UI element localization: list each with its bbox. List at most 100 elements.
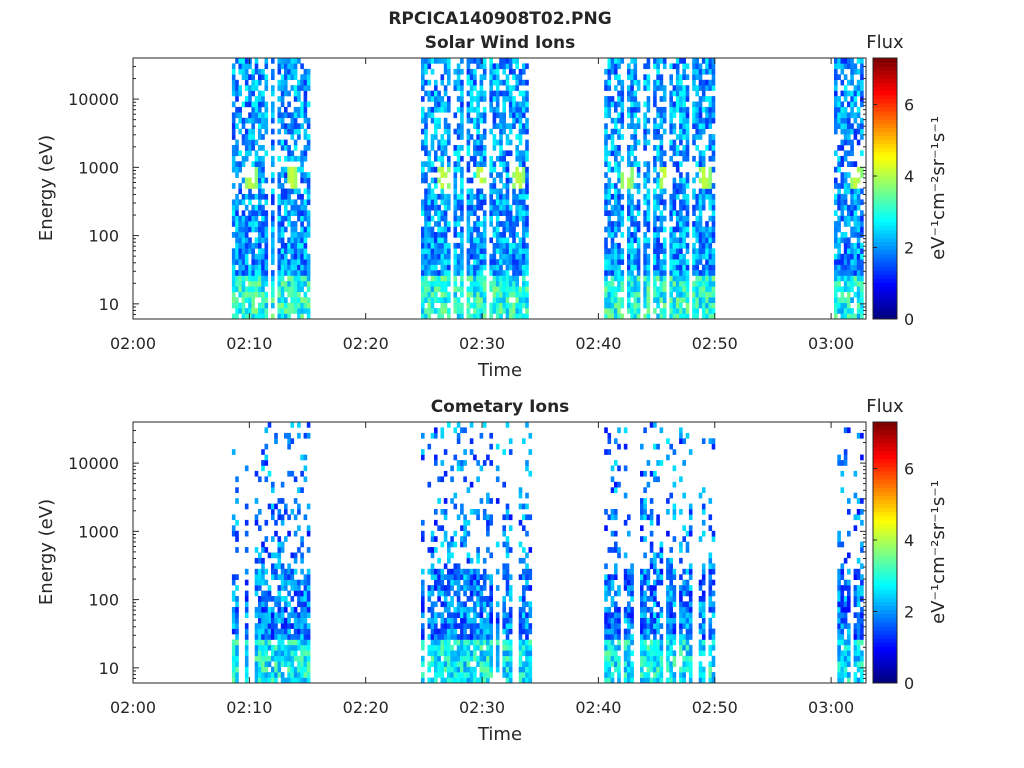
spectrogram-cell <box>466 644 471 651</box>
spectrogram-cell <box>231 525 236 531</box>
spectrogram-cell <box>287 443 291 450</box>
spectrogram-cell <box>261 286 265 293</box>
spectrogram-cell <box>518 639 523 646</box>
spectrogram-cell <box>440 270 445 276</box>
spectrogram-cell <box>669 677 673 684</box>
spectrogram-cell <box>837 270 841 276</box>
spectrogram-cell <box>447 96 451 102</box>
spectrogram-cell <box>440 264 445 271</box>
spectrogram-cell <box>515 134 519 140</box>
spectrogram-cell <box>437 568 441 575</box>
spectrogram-cell <box>241 226 246 233</box>
spectrogram-cell <box>280 568 285 575</box>
spectrogram-cell <box>850 96 854 102</box>
spectrogram-cell <box>617 248 621 254</box>
spectrogram-cell <box>306 547 311 553</box>
spectrogram-cell <box>447 634 451 640</box>
spectrogram-cell <box>427 606 432 613</box>
spectrogram-cell <box>460 106 464 113</box>
spectrogram-cell <box>460 639 464 646</box>
spectrogram-cell <box>675 106 680 113</box>
spectrogram-cell <box>437 308 441 314</box>
spectrogram-cell <box>489 237 493 244</box>
spectrogram-cell <box>685 232 690 238</box>
spectrogram-cell <box>505 79 510 86</box>
spectrogram-cell <box>267 661 272 667</box>
spectrogram-cell <box>261 123 265 129</box>
spectrogram-cell <box>258 248 262 254</box>
spectrogram-cell <box>261 672 265 678</box>
spectrogram-cell <box>627 199 631 206</box>
spectrogram-cell <box>430 530 435 537</box>
spectrogram-cell <box>434 221 438 227</box>
spectrogram-cell <box>682 128 686 135</box>
spectrogram-cell <box>479 672 484 678</box>
spectrogram-cell <box>508 63 513 70</box>
spectrogram-cell <box>701 166 706 173</box>
spectrogram-cell <box>235 106 239 113</box>
spectrogram-cell <box>505 644 510 651</box>
spectrogram-cell <box>646 617 651 624</box>
spectrogram-cell <box>280 280 285 287</box>
spectrogram-cell <box>502 259 506 265</box>
spectrogram-cell <box>486 655 490 662</box>
spectrogram-cell <box>293 237 298 244</box>
spectrogram-cell <box>627 215 631 222</box>
spectrogram-cell <box>427 264 432 271</box>
spectrogram-cell <box>643 291 647 298</box>
spectrogram-cell <box>850 270 854 276</box>
spectrogram-cell <box>669 253 673 260</box>
spectrogram-cell <box>489 172 493 178</box>
spectrogram-cell <box>512 308 516 314</box>
spectrogram-cell <box>495 139 500 146</box>
spectrogram-cell <box>495 210 500 216</box>
spectrogram-cell <box>508 226 513 233</box>
spectrogram-cell <box>633 302 638 309</box>
spectrogram-cell <box>231 666 236 673</box>
spectrogram-cell <box>453 264 458 271</box>
spectrogram-cell <box>238 286 242 293</box>
spectrogram-cell <box>636 166 641 173</box>
spectrogram-cell <box>853 259 858 265</box>
spectrogram-cell <box>258 183 262 189</box>
spectrogram-cell <box>482 242 487 249</box>
spectrogram-cell <box>705 248 709 254</box>
spectrogram-cell <box>701 253 706 260</box>
spectrogram-cell <box>421 596 425 602</box>
spectrogram-cell <box>659 183 664 189</box>
spectrogram-cell <box>502 96 506 102</box>
spectrogram-cell <box>274 432 278 439</box>
spectrogram-cell <box>280 270 285 276</box>
spectrogram-cell <box>254 590 259 597</box>
spectrogram-cell <box>614 590 618 597</box>
spectrogram-cell <box>525 601 529 608</box>
spectrogram-cell <box>241 308 246 314</box>
spectrogram-cell <box>662 128 667 135</box>
spectrogram-cell <box>837 101 841 108</box>
spectrogram-cell <box>692 264 696 271</box>
spectrogram-solar-wind <box>231 58 864 320</box>
spectrogram-cell <box>659 672 664 678</box>
spectrogram-cell <box>235 123 239 129</box>
spectrogram-cell <box>231 74 236 80</box>
spectrogram-cell <box>698 155 703 162</box>
spectrogram-cell <box>856 90 861 97</box>
spectrogram-cell <box>297 644 301 651</box>
spectrogram-cell <box>476 259 480 265</box>
spectrogram-cell <box>856 188 861 195</box>
spectrogram-cell <box>701 183 706 189</box>
spectrogram-cell <box>499 248 503 254</box>
spectrogram-cell <box>450 650 454 657</box>
spectrogram-cell <box>627 514 631 521</box>
spectrogram-cell <box>499 204 503 211</box>
spectrogram-cell <box>492 145 497 151</box>
spectrogram-cell <box>274 574 278 580</box>
spectrogram-cell <box>837 112 841 119</box>
y-axis-label: Energy (eV) <box>36 135 57 241</box>
spectrogram-cell <box>525 574 529 580</box>
spectrogram-cell <box>679 215 683 222</box>
spectrogram-cell <box>607 253 612 260</box>
spectrogram-cell <box>682 259 686 265</box>
spectrogram-cell <box>476 460 480 466</box>
spectrogram-cell <box>495 242 500 249</box>
